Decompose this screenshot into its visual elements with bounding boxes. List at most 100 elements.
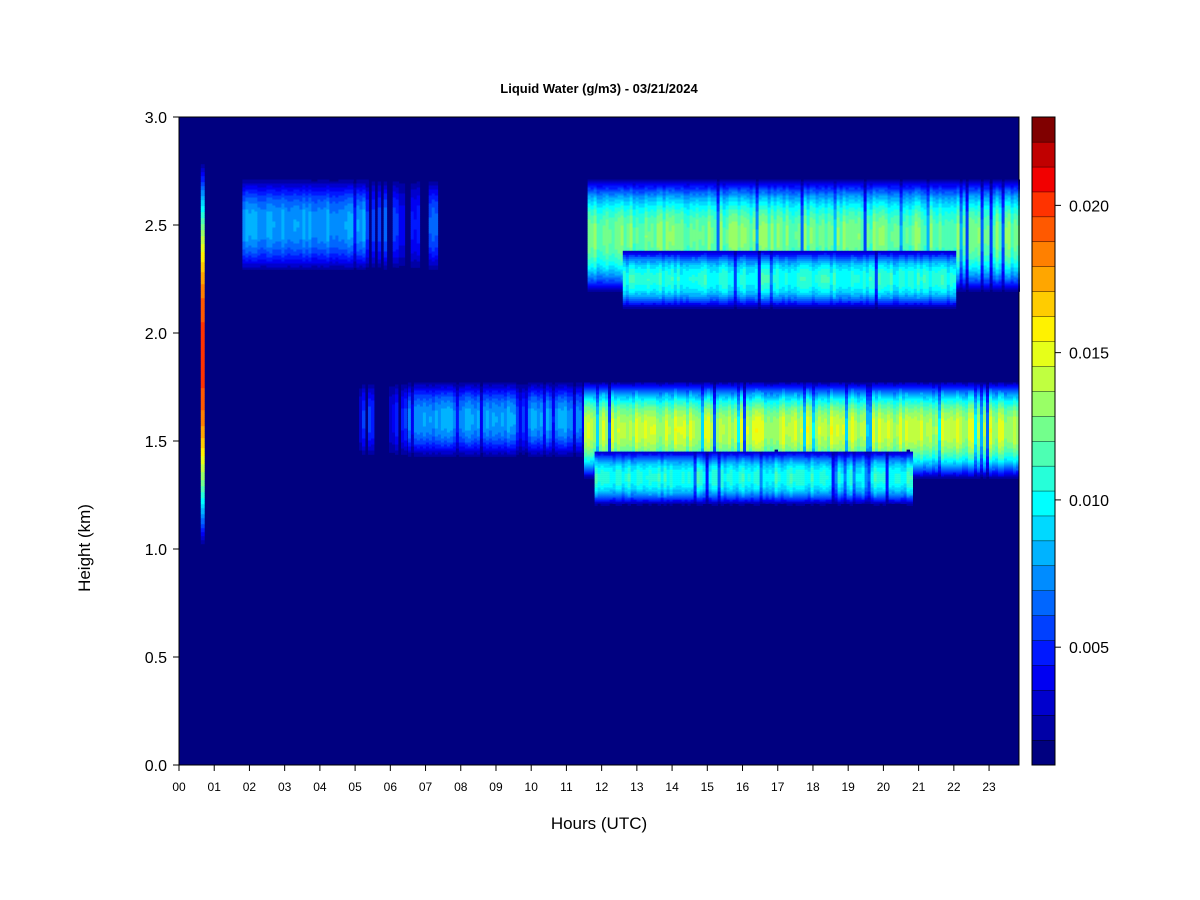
heatmap-cell <box>435 198 438 200</box>
heatmap-cell <box>308 248 311 250</box>
heatmap-cell <box>353 254 356 256</box>
heatmap-cell <box>714 232 717 234</box>
heatmap-cell <box>350 228 353 230</box>
heatmap-cell <box>609 222 612 224</box>
heatmap-cell <box>603 192 606 194</box>
heatmap-cell <box>708 188 711 190</box>
heatmap-cell <box>411 256 414 258</box>
heatmap-cell <box>356 188 359 190</box>
heatmap-cell <box>699 184 702 186</box>
heatmap-cell <box>672 230 675 232</box>
heatmap-cell <box>606 228 609 230</box>
heatmap-cell <box>402 212 405 214</box>
heatmap-cell <box>609 238 612 240</box>
heatmap-cell <box>633 238 636 240</box>
heatmap-cell <box>687 246 690 248</box>
heatmap-cell <box>432 244 435 246</box>
heatmap-cell <box>693 240 696 242</box>
heatmap-cell <box>588 202 591 204</box>
heatmap-cell <box>606 202 609 204</box>
heatmap-cell <box>287 190 290 192</box>
heatmap-cell <box>597 288 600 290</box>
heatmap-cell <box>245 190 248 192</box>
heatmap-cell <box>693 228 696 230</box>
heatmap-cell <box>305 216 308 218</box>
heatmap-cell <box>350 252 353 254</box>
heatmap-cell <box>338 200 341 202</box>
heatmap-cell <box>326 180 329 182</box>
heatmap-cell <box>588 200 591 202</box>
heatmap-cell <box>320 266 323 268</box>
heatmap-cell <box>293 238 296 240</box>
heatmap-cell <box>642 244 645 246</box>
heatmap-cell <box>645 246 648 248</box>
heatmap-cell <box>242 254 245 256</box>
heatmap-cell <box>699 218 702 220</box>
heatmap-cell <box>669 232 672 234</box>
heatmap-cell <box>350 258 353 260</box>
heatmap-cell <box>675 210 678 212</box>
heatmap-cell <box>600 208 603 210</box>
heatmap-cell <box>296 240 299 242</box>
heatmap-cell <box>414 202 417 204</box>
heatmap-cell <box>251 194 254 196</box>
heatmap-cell <box>287 246 290 248</box>
heatmap-cell <box>311 242 314 244</box>
heatmap-cell <box>624 202 627 204</box>
heatmap-cell <box>699 196 702 198</box>
heatmap-cell <box>417 184 420 186</box>
heatmap-cell <box>353 226 356 228</box>
heatmap-cell <box>690 234 693 236</box>
heatmap-cell <box>287 202 290 204</box>
heatmap-cell <box>296 266 299 268</box>
heatmap-cell <box>612 274 615 276</box>
heatmap-cell <box>687 244 690 246</box>
heatmap-cell <box>597 206 600 208</box>
heatmap-cell <box>257 234 260 236</box>
heatmap-cell <box>263 224 266 226</box>
heatmap-cell <box>609 248 612 250</box>
heatmap-cell <box>693 204 696 206</box>
heatmap-cell <box>588 242 591 244</box>
heatmap-cell <box>281 198 284 200</box>
heatmap-cell <box>350 234 353 236</box>
heatmap-cell <box>254 238 257 240</box>
heatmap-cell <box>332 190 335 192</box>
heatmap-cell <box>347 214 350 216</box>
heatmap-cell <box>702 212 705 214</box>
heatmap-cell <box>278 250 281 252</box>
heatmap-cell <box>329 196 332 198</box>
heatmap-cell <box>399 216 402 218</box>
heatmap-cell <box>660 208 663 210</box>
heatmap-cell <box>702 186 705 188</box>
heatmap-cell <box>678 232 681 234</box>
heatmap-cell <box>654 236 657 238</box>
heatmap-cell <box>411 208 414 210</box>
heatmap-cell <box>245 234 248 236</box>
heatmap-cell <box>278 186 281 188</box>
heatmap-cell <box>393 260 396 262</box>
heatmap-cell <box>693 210 696 212</box>
heatmap-cell <box>681 208 684 210</box>
heatmap-cell <box>657 248 660 250</box>
heatmap-cell <box>266 180 269 182</box>
heatmap-cell <box>326 208 329 210</box>
heatmap-cell <box>284 252 287 254</box>
heatmap-cell <box>296 180 299 182</box>
heatmap-cell <box>281 220 284 222</box>
heatmap-cell <box>597 258 600 260</box>
heatmap-cell <box>308 222 311 224</box>
heatmap-cell <box>317 242 320 244</box>
heatmap-cell <box>690 228 693 230</box>
heatmap-cell <box>414 232 417 234</box>
heatmap-cell <box>690 246 693 248</box>
heatmap-cell <box>278 240 281 242</box>
heatmap-cell <box>278 268 281 270</box>
heatmap-cell <box>681 232 684 234</box>
heatmap-cell <box>269 200 272 202</box>
heatmap-cell <box>624 238 627 240</box>
heatmap-cell <box>344 264 347 266</box>
heatmap-cell <box>308 204 311 206</box>
heatmap-cell <box>648 246 651 248</box>
heatmap-cell <box>314 258 317 260</box>
